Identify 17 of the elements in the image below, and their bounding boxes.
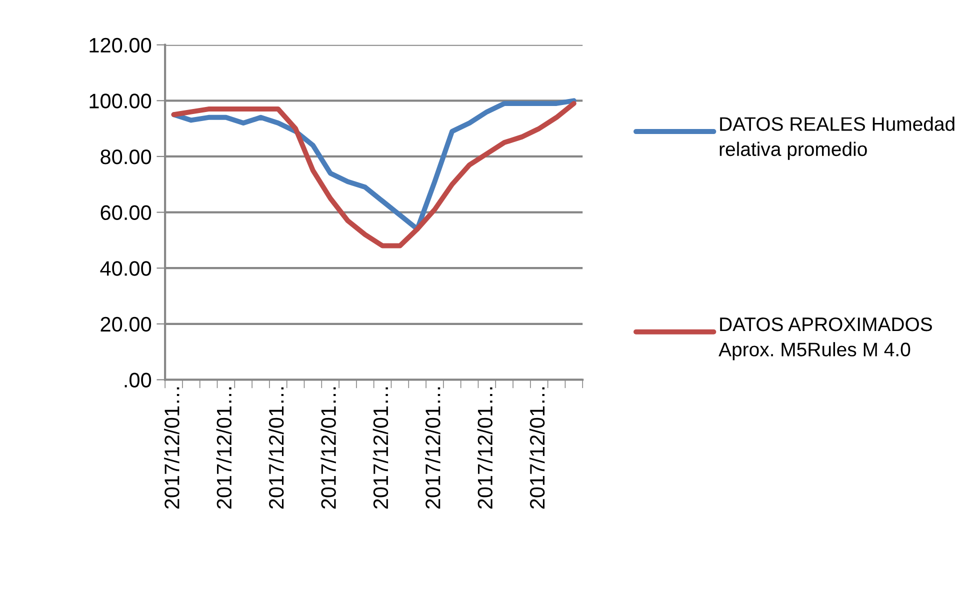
x-tick-label: 2017/12/01… — [529, 387, 545, 509]
x-tick-label: 2017/12/01… — [164, 387, 180, 509]
legend-label: DATOS APROXIMADOS Aprox. M5Rules M 4.0 — [718, 317, 932, 360]
y-tick-label: 100.00 — [90, 94, 152, 108]
x-tick-label: 2017/12/01… — [372, 387, 388, 509]
y-tick-label: 120.00 — [90, 38, 152, 53]
x-tick-label: 2017/12/01… — [268, 387, 284, 509]
x-tick-label: 2017/12/01… — [425, 387, 440, 509]
y-tick-label: 60.00 — [100, 205, 152, 220]
x-tick-label: 2017/12/01… — [216, 387, 232, 509]
x-tick-label: 2017/12/01… — [477, 387, 493, 509]
y-tick-label: 80.00 — [100, 149, 152, 164]
y-tick-label: .00 — [124, 372, 152, 388]
y-tick-label: 20.00 — [100, 316, 152, 332]
x-tick-label: 2017/12/01… — [320, 387, 336, 509]
y-tick-label: 40.00 — [100, 261, 152, 276]
legend-label: DATOS REALES Humedad relativa promedio — [720, 116, 954, 160]
